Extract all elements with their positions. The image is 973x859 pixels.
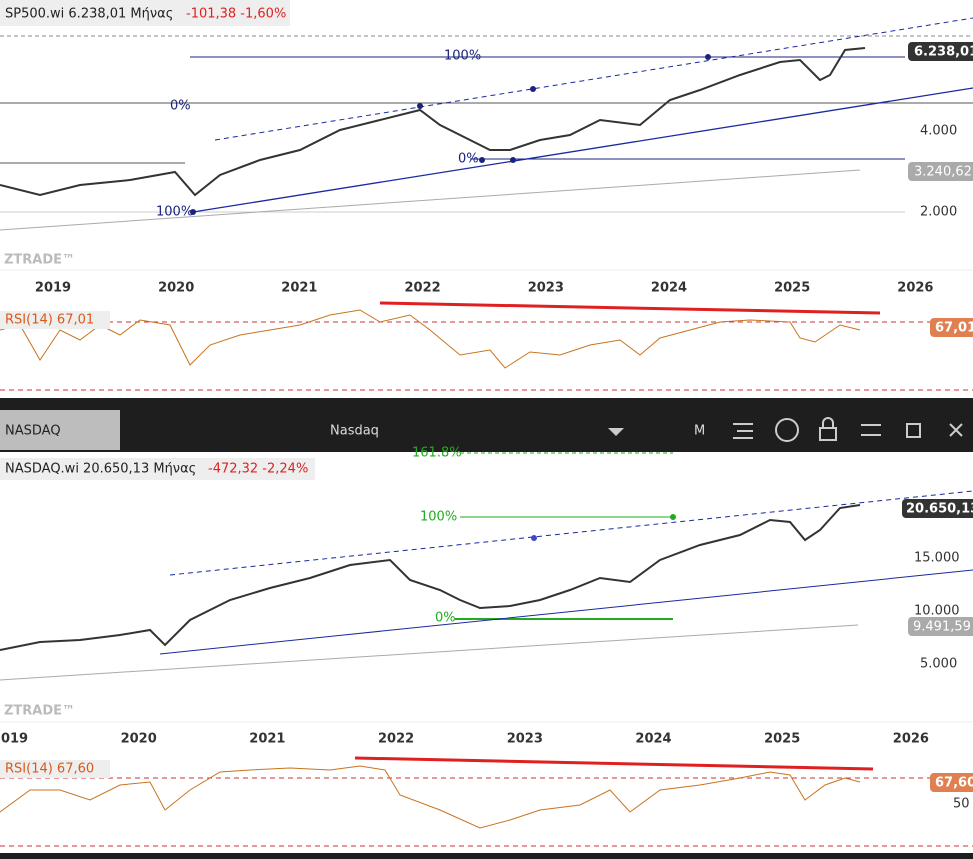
rsi-pill: [930, 773, 973, 792]
anchor: [190, 209, 196, 215]
anchor: [530, 86, 536, 92]
rsi-series: [0, 309, 861, 369]
year-label: 2026: [897, 281, 933, 296]
year-label: 2021: [249, 732, 285, 747]
price-label: 2.000: [920, 205, 957, 220]
quote: NASDAQ.wi 20.650,13 Μήνας: [5, 462, 196, 477]
nasdaq-panel: NASDAQ.wi 20.650,13 Μήνας -472,32 -2,24%…: [0, 446, 973, 859]
watermark: ZTRADE™: [4, 704, 75, 719]
price-label: 5.000: [920, 657, 957, 672]
year-label: 2024: [651, 281, 687, 296]
maximize-icon[interactable]: [906, 423, 921, 438]
price-series: [0, 47, 866, 197]
trend-line: [169, 490, 973, 576]
price-label: 3.240,62: [914, 165, 972, 180]
divergence-line: [379, 301, 881, 315]
toolbar: NASDAQ Nasdaq M: [0, 398, 973, 452]
anchor: [417, 103, 423, 109]
price-label: 15.000: [914, 551, 960, 566]
price-label: 4.000: [920, 124, 957, 139]
quote-icon[interactable]: [775, 418, 799, 442]
year-label: 2019: [0, 732, 28, 747]
trend-line: [214, 17, 973, 141]
header-bg: [0, 458, 315, 480]
price-label: 6.238,01: [914, 45, 973, 60]
year-label: 2020: [121, 732, 157, 747]
fib-label: 0%: [458, 152, 479, 167]
minimize-icon[interactable]: [861, 424, 881, 436]
price-pill: [902, 499, 973, 518]
year-label: 2026: [893, 732, 929, 747]
year-label: 2022: [405, 281, 441, 296]
rsi-pill: [930, 318, 973, 337]
fib-label: 100%: [156, 205, 193, 220]
price-series: [0, 504, 861, 651]
price-pill: [908, 617, 973, 636]
fib-label: 0%: [170, 99, 191, 114]
price-label: 9.491,59: [913, 620, 971, 635]
year-label: 2021: [281, 281, 317, 296]
year-label: 2025: [774, 281, 810, 296]
menu-icon[interactable]: [733, 423, 753, 439]
period-button[interactable]: M: [694, 424, 705, 439]
year-label: 2020: [158, 281, 194, 296]
rsi-label: RSI(14) 67,01: [5, 313, 94, 328]
divergence-line: [354, 756, 874, 771]
fib-label: 100%: [444, 49, 481, 64]
rsi-label-bg: [0, 311, 110, 329]
lock-shackle: [822, 417, 834, 428]
fib-label: 161.8%: [412, 446, 462, 461]
quote: SP500.wi 6.238,01 Μήνας: [5, 7, 173, 22]
anchor: [531, 535, 537, 541]
header-bg: [0, 0, 290, 26]
fib-label: 100%: [420, 510, 457, 525]
close-icon[interactable]: [949, 423, 963, 437]
price-label: 10.000: [914, 604, 960, 619]
year-axis: 2019 2020 2021 2022 2023 2024 2025 2026: [0, 732, 929, 747]
year-axis: 2019 2020 2021 2022 2023 2024 2025 2026: [35, 281, 934, 296]
rsi-label-bg: [0, 760, 110, 778]
anchor: [510, 157, 516, 163]
change: -101,38 -1,60%: [186, 7, 286, 22]
lock-icon[interactable]: [819, 427, 837, 441]
year-label: 2025: [764, 732, 800, 747]
rsi-label: RSI(14) 67,60: [5, 762, 94, 777]
year-label: 2023: [507, 732, 543, 747]
tab[interactable]: [0, 410, 120, 450]
price-label: 20.650,13: [906, 502, 973, 517]
year-label: 2022: [378, 732, 414, 747]
year-label: 2019: [35, 281, 71, 296]
price-pill: [908, 162, 973, 181]
fib-label: 0%: [435, 611, 456, 626]
rsi-value: 67,01: [935, 321, 973, 336]
window-title: Nasdaq: [330, 424, 379, 439]
anchor: [670, 514, 676, 520]
dropdown[interactable]: [608, 428, 624, 436]
rsi-level-label: 50: [953, 797, 970, 812]
trend-line: [159, 569, 973, 655]
tab-label: NASDAQ: [5, 424, 61, 439]
watermark: ZTRADE™: [4, 253, 75, 268]
sp500-panel: SP500.wi 6.238,01 Μήνας -101,38 -1,60% 1…: [0, 0, 973, 391]
moving-average: [0, 169, 861, 231]
moving-average: [0, 624, 859, 681]
toolbar-bg: [0, 398, 973, 452]
year-label: 2023: [528, 281, 564, 296]
change: -472,32 -2,24%: [208, 462, 308, 477]
year-label: 2024: [635, 732, 671, 747]
rsi-series: [0, 765, 861, 829]
price-pill: [908, 42, 973, 61]
bottom-bar: [0, 853, 973, 859]
anchor: [479, 157, 485, 163]
anchor: [705, 54, 711, 60]
rsi-value: 67,60: [935, 776, 973, 791]
trend-line: [192, 87, 973, 213]
